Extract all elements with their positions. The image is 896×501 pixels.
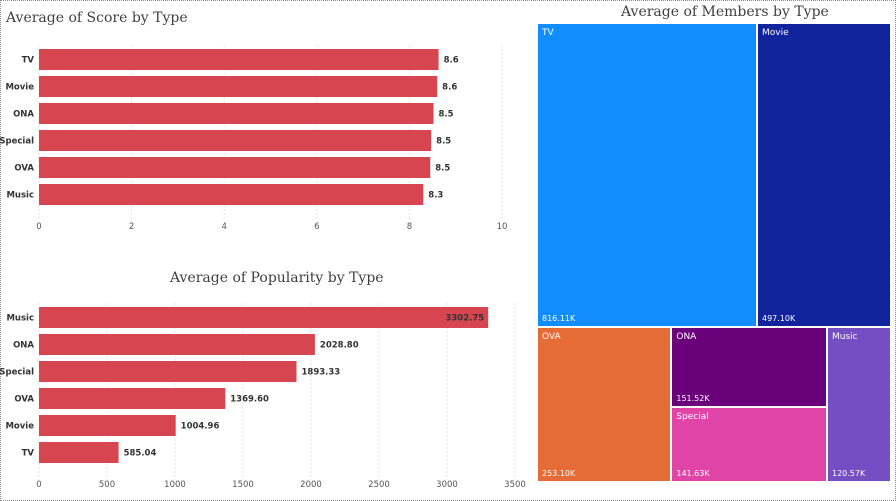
treemap-category-label: TV: [542, 28, 554, 38]
treemap-value-label: 497.10K: [761, 314, 796, 324]
x-tick-label: 2: [129, 222, 134, 232]
category-label: OVA: [14, 395, 34, 405]
data-label: 2028.80: [320, 341, 359, 351]
x-tick-label: 4: [221, 222, 226, 232]
popularity-chart-panel[interactable]: Average of Popularity by Type 0 500 1000 15…: [0, 262, 530, 497]
treemap-cell-ona[interactable]: ONA 151.52K: [671, 327, 827, 408]
treemap-category-label: OVA: [542, 332, 561, 343]
treemap-cell-ova[interactable]: OVA 253.10K: [537, 327, 672, 482]
x-tick-label: 2500: [368, 480, 390, 490]
category-label: TV: [22, 449, 35, 459]
treemap-cell-movie[interactable]: Movie 497.10K: [756, 23, 891, 328]
treemap-value-label: 120.57K: [831, 468, 866, 478]
score-chart-panel[interactable]: Average of Score by Type 0 2 4 6 8 10 TV 8.6 Mov…: [0, 0, 520, 245]
popularity-chart-title: Average of Popularity by Type: [170, 270, 384, 286]
members-treemap-panel[interactable]: Average of Members by Type TV 816.11K Movi…: [536, 0, 892, 499]
category-label: Movie: [5, 422, 34, 432]
data-label: 585.04: [124, 449, 157, 459]
popularity-chart-svg: 0 500 1000 1500 2000 2500 3000 3500 Music 3302.75…: [0, 303, 526, 490]
bar-tv[interactable]: [39, 442, 119, 463]
x-tick-label: 1000: [164, 480, 186, 490]
treemap-value-label: 151.52K: [676, 394, 710, 404]
treemap-area: TV 816.11K Movie 497.10K OVA 253.10K ONA 151.52…: [537, 23, 891, 482]
data-label: 1893.33: [301, 368, 340, 378]
x-tick-label: 6: [314, 222, 319, 232]
data-label: 8.5: [436, 137, 451, 147]
category-label: Special: [0, 137, 34, 147]
category-label: ONA: [13, 110, 34, 120]
bar-ova[interactable]: [39, 388, 226, 409]
treemap-value-label: 816.11K: [542, 314, 576, 324]
category-label: Music: [6, 314, 34, 324]
category-label: Music: [6, 191, 34, 201]
treemap-cell-tv[interactable]: TV 816.11K: [537, 23, 757, 328]
bar-music[interactable]: [39, 307, 489, 328]
x-tick-label: 10: [497, 222, 508, 232]
score-chart-title: Average of Score by Type: [6, 10, 188, 26]
treemap-category-label: ONA: [676, 332, 697, 343]
x-tick-label: 1500: [232, 480, 254, 490]
score-chart-svg: 0 2 4 6 8 10 TV 8.6 Movie 8.6 ONA 8.5 Special 8.5 OVA 8…: [0, 45, 508, 232]
bar-music[interactable]: [39, 184, 424, 205]
treemap-cell-music[interactable]: Music 120.57K: [826, 327, 891, 482]
data-label: 8.6: [442, 83, 457, 93]
treemap-cell-special[interactable]: Special 141.63K: [671, 407, 827, 482]
treemap-category-label: Special: [676, 412, 709, 423]
x-tick-label: 8: [407, 222, 412, 232]
category-label: Special: [0, 368, 34, 378]
bar-ona[interactable]: [39, 103, 434, 124]
category-label: ONA: [13, 341, 34, 351]
bar-special[interactable]: [39, 361, 297, 382]
x-tick-label: 0: [36, 222, 41, 232]
data-label: 8.3: [428, 191, 443, 201]
members-treemap-title: Average of Members by Type: [621, 4, 829, 20]
category-label: TV: [22, 56, 35, 66]
bar-movie[interactable]: [39, 76, 438, 97]
treemap-value-label: 253.10K: [542, 468, 576, 478]
category-label: Movie: [5, 83, 34, 93]
bar-tv[interactable]: [39, 49, 439, 70]
treemap-category-label: Movie: [761, 28, 789, 38]
x-tick-label: 500: [99, 480, 115, 490]
category-label: OVA: [14, 164, 34, 174]
treemap-category-label: Music: [831, 332, 858, 343]
x-tick-label: 3500: [504, 480, 526, 490]
bar-special[interactable]: [39, 130, 432, 151]
x-tick-label: 0: [36, 480, 41, 490]
x-tick-label: 2000: [300, 480, 322, 490]
data-label: 1004.96: [181, 422, 220, 432]
data-label: 8.5: [438, 110, 453, 120]
data-label: 8.5: [435, 164, 450, 174]
data-label: 1369.60: [230, 395, 269, 405]
data-label: 8.6: [444, 56, 459, 66]
bar-movie[interactable]: [39, 415, 176, 436]
data-label: 3302.75: [445, 314, 484, 324]
bar-ova[interactable]: [39, 157, 431, 178]
x-tick-label: 3000: [436, 480, 458, 490]
treemap-value-label: 141.63K: [676, 468, 710, 478]
bar-ona[interactable]: [39, 334, 315, 355]
